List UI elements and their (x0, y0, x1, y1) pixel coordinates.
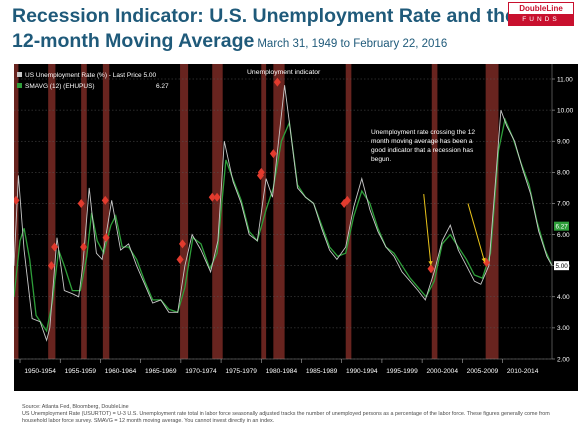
y-tick-label-7: 9.00 (557, 139, 570, 146)
page-title-line-2: 12-month Moving Average March 31, 1949 to… (12, 29, 482, 57)
recession-band-6 (261, 64, 267, 359)
crossing-marker-12 (257, 167, 265, 177)
x-tick-label-8: 1990-1994 (346, 368, 378, 375)
crossing-marker-18 (482, 258, 490, 268)
legend-label-moving-average: SMAVG (12) (EHUPUS) (25, 83, 95, 90)
annotation-box: Unemployment rate crossing the 12 month … (371, 129, 476, 163)
x-tick-label-1: 1955-1959 (65, 368, 97, 375)
x-tick-label-3: 1965-1969 (145, 368, 177, 375)
crossing-marker-2 (51, 242, 59, 252)
x-tick-label-4: 1970-1974 (185, 368, 217, 375)
crossing-marker-14 (273, 77, 281, 87)
last-value-label-1: 5.00 (556, 263, 569, 270)
chart-annotation: Unemployment rate crossing the 12 month … (371, 129, 476, 163)
crossing-marker-17 (427, 264, 435, 274)
crossing-marker-13 (269, 149, 277, 159)
recession-band-8 (345, 64, 352, 359)
y-tick-label-9: 11.00 (557, 76, 573, 83)
arrow-line-1 (467, 203, 486, 263)
recession-band-10 (485, 64, 499, 359)
recession-band-1 (48, 64, 56, 359)
crossing-marker-1 (47, 261, 55, 271)
x-tick-label-7: 1985-1989 (306, 368, 338, 375)
y-tick-label-5: 7.00 (557, 201, 570, 208)
crossing-marker-8 (178, 239, 186, 249)
arrow-line-0 (423, 194, 432, 266)
y-tick-label-8: 10.00 (557, 107, 574, 114)
source-note: Source: Atlanta Fed, Bloomberg, DoubleLi… (22, 404, 129, 410)
crossing-marker-16 (343, 195, 351, 205)
doubleline-logo: DoubleLine FUNDS (508, 2, 574, 28)
page-title-line-1: Recession Indicator: U.S. Unemployment R… (12, 5, 516, 27)
x-tick-label-9: 1995-1999 (386, 368, 418, 375)
logo-bottom-text: FUNDS (508, 14, 574, 26)
date-range: March 31, 1949 to February 22, 2016 (257, 38, 448, 50)
arrow-head-1 (481, 257, 486, 263)
last-value-tag-0 (554, 221, 569, 231)
x-tick-label-2: 1960-1964 (105, 368, 137, 375)
page-title-main: 12-month Moving Average (12, 30, 255, 52)
crossing-marker-7 (176, 254, 184, 264)
legend-value-moving-average: 6.27 (156, 83, 169, 90)
recession-band-5 (212, 64, 223, 359)
recession-band-2 (81, 64, 87, 359)
x-tick-label-0: 1950-1954 (24, 368, 56, 375)
unemployment-line (13, 85, 553, 342)
legend-label-unemployment: US Unemployment Rate (%) - Last Price 5.… (25, 72, 157, 79)
crossing-marker-6 (102, 233, 110, 243)
y-tick-label-6: 8.00 (557, 170, 570, 177)
logo-top-text: DoubleLine (508, 2, 574, 14)
crossing-marker-9 (208, 192, 216, 202)
footnote: Source: Atlanta Fed, Bloomberg, DoubleLi… (22, 404, 562, 425)
bottom-strip (14, 382, 578, 391)
last-value-tag-1 (554, 261, 569, 271)
definition-note: US Unemployment Rate (USURTOT) = U-3 U.S… (22, 411, 550, 424)
x-tick-label-12: 2010-2014 (507, 368, 539, 375)
recession-band-9 (431, 64, 438, 359)
y-tick-label-2: 4.00 (557, 294, 570, 301)
chart-title: Unemployment indicator (247, 69, 321, 76)
arrow-head-0 (428, 260, 433, 266)
x-tick-label-6: 1980-1984 (266, 368, 298, 375)
x-tick-label-5: 1975-1979 (225, 368, 257, 375)
unemployment-chart: 2.00 3.00 4.00 5.00 6.00 7.00 8.00 9.00 10.00 11.… (12, 64, 578, 391)
crossing-marker-0 (12, 195, 20, 205)
moving-average-line (13, 117, 553, 333)
legend-swatch-moving-average (17, 83, 22, 88)
y-tick-label-0: 2.00 (557, 356, 570, 363)
legend-swatch-unemployment (17, 72, 22, 77)
title-block: Recession Indicator: U.S. Unemployment R… (12, 4, 516, 57)
recession-band-7 (273, 64, 285, 359)
recession-band-3 (102, 64, 110, 359)
x-tick-label-10: 2000-2004 (426, 368, 458, 375)
recession-band-4 (180, 64, 189, 359)
x-tick-label-11: 2005-2009 (467, 368, 499, 375)
crossing-marker-4 (80, 242, 88, 252)
crossing-marker-5 (101, 195, 109, 205)
y-tick-label-1: 3.00 (557, 325, 570, 332)
crossing-marker-10 (213, 192, 221, 202)
chart-container: 2.00 3.00 4.00 5.00 6.00 7.00 8.00 9.00 10.00 11.… (12, 64, 578, 391)
last-value-label-0: 6.27 (556, 224, 569, 231)
crossing-marker-3 (77, 198, 85, 208)
y-tick-label-4: 6.00 (557, 232, 570, 239)
